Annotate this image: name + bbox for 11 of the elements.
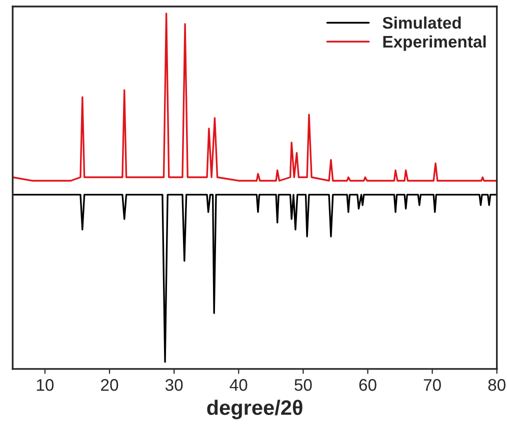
legend-label: Experimental — [383, 35, 486, 51]
x-tick-label: 20 — [101, 379, 118, 391]
x-axis-title: degree/2θ — [207, 400, 302, 420]
legend-label: Simulated — [382, 16, 461, 29]
x-tick-label: 60 — [359, 379, 376, 391]
x-tick-label: 30 — [165, 379, 183, 391]
x-tick-label: 80 — [488, 379, 506, 391]
x-tick-label: 40 — [230, 379, 248, 391]
x-tick-label: 70 — [424, 379, 441, 391]
x-tick-label: 50 — [294, 379, 312, 391]
x-tick-label: 10 — [36, 379, 54, 391]
